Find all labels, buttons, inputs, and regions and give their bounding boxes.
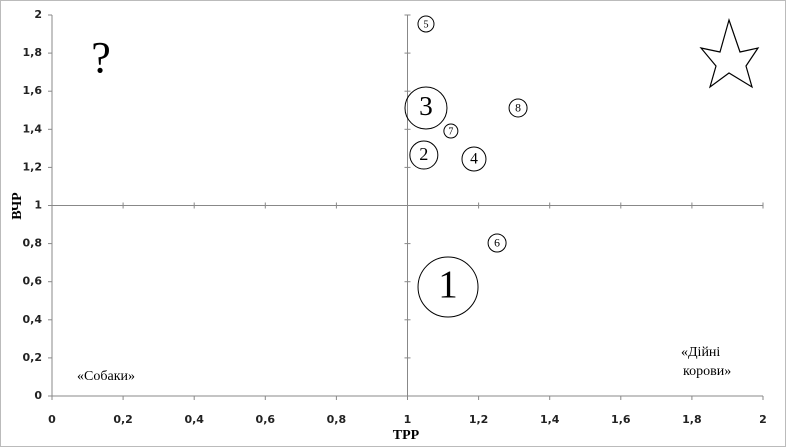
bubble xyxy=(404,86,448,130)
x-tick-label: 0,6 xyxy=(256,413,276,426)
y-tick-label: 0,8 xyxy=(23,237,43,250)
bubble xyxy=(508,98,528,118)
x-tick-label: 0,4 xyxy=(184,413,204,426)
y-tick-label: 1 xyxy=(34,199,42,212)
y-tick-label: 1,6 xyxy=(23,84,43,97)
x-tick-label: 1,6 xyxy=(611,413,631,426)
bubble-label: 8 xyxy=(515,102,521,115)
bubble-label: 2 xyxy=(419,144,428,164)
x-tick-label: 0,2 xyxy=(113,413,133,426)
bubble xyxy=(417,15,435,33)
x-tick-label: 1,2 xyxy=(469,413,489,426)
x-tick-label: 0,8 xyxy=(327,413,347,426)
bubble xyxy=(409,140,439,170)
x-tick-label: 1 xyxy=(404,413,412,426)
y-tick-label: 1,8 xyxy=(23,46,43,59)
x-tick-label: 0 xyxy=(48,413,56,426)
x-axis-title: ТРР xyxy=(393,428,420,443)
y-tick-label: 0,4 xyxy=(23,313,43,326)
bubble-label: 6 xyxy=(494,237,500,250)
bubble-label: 1 xyxy=(438,263,458,306)
bubble xyxy=(487,233,507,253)
x-tick-label: 1,4 xyxy=(540,413,560,426)
x-tick-label: 1,8 xyxy=(682,413,702,426)
bubble xyxy=(443,123,459,139)
cows-label: «Дійні xyxy=(681,345,720,360)
y-tick-label: 0,6 xyxy=(23,275,43,288)
bubble-label: 4 xyxy=(470,151,478,168)
cows-label: корови» xyxy=(683,364,731,379)
y-tick-label: 0,2 xyxy=(23,351,43,364)
y-tick-label: 1,4 xyxy=(23,122,43,135)
bubble-label: 3 xyxy=(419,91,433,121)
y-axis-title: ВЧР xyxy=(10,192,25,220)
x-tick-label: 2 xyxy=(759,413,767,426)
y-tick-label: 1,2 xyxy=(23,160,43,173)
bubble xyxy=(417,256,479,318)
y-tick-label: 2 xyxy=(34,8,42,21)
bubble xyxy=(461,146,487,172)
y-tick-label: 0 xyxy=(34,389,42,402)
question-mark: ? xyxy=(91,33,111,82)
star-icon xyxy=(699,17,760,89)
dogs-label: «Собаки» xyxy=(77,369,135,384)
bubble-label: 7 xyxy=(448,126,453,137)
bubble-label: 5 xyxy=(423,19,428,30)
